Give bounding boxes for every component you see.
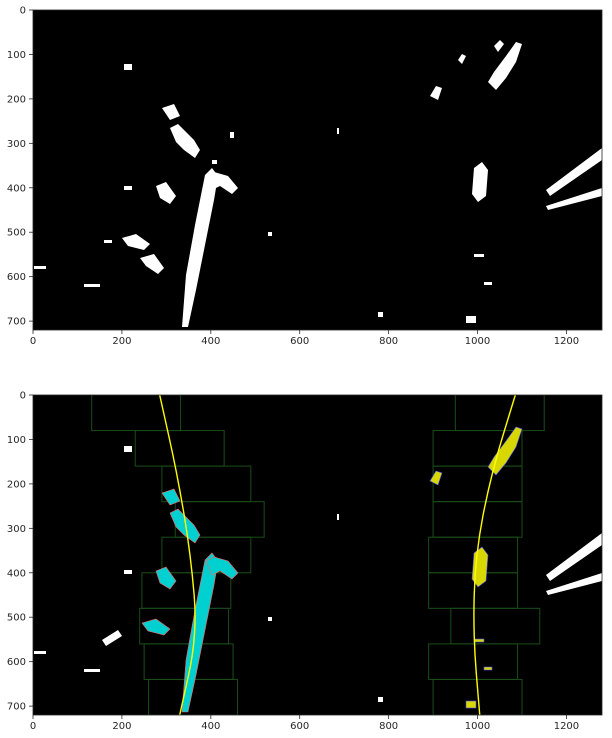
left-lane-speck-2 <box>212 160 217 164</box>
top-y-axis: 0 100 200 300 400 500 600 700 <box>7 6 33 328</box>
binary-mask-frame <box>32 9 603 331</box>
right-lane-blob <box>488 42 522 90</box>
bottom-y-axis: 0 100 200 300 400 500 600 700 <box>7 391 33 713</box>
bottom-y-tick-label: 200 <box>7 479 26 490</box>
lane-fit-frame <box>32 394 603 716</box>
top-x-tick-label: 0 <box>30 336 36 347</box>
lane-fit-plot: 0 200 400 600 800 1000 1200 0 100 200 300 400 500 60… <box>7 391 603 732</box>
top-x-tick-label: 400 <box>201 336 220 347</box>
left-pixels-blob-6 <box>161 488 181 506</box>
left-pixels-blob-5 <box>141 618 171 636</box>
right-pixels-speck-3 <box>473 638 485 643</box>
left-pixels-blob-2 <box>205 556 239 580</box>
noise-speck <box>124 446 132 452</box>
right-edge-marking-2 <box>546 188 602 210</box>
left-lane-blob-4 <box>140 254 164 274</box>
top-x-tick-label: 200 <box>112 336 131 347</box>
bottom-y-tick-label: 600 <box>7 657 26 668</box>
bottom-y-tick-label: 400 <box>7 568 26 579</box>
center-speck <box>337 128 339 134</box>
top-x-tick-label: 600 <box>290 336 309 347</box>
bottom-x-tick-label: 600 <box>290 721 309 732</box>
bottom-x-tick-label: 200 <box>112 721 131 732</box>
left-lane-speck-4 <box>124 186 132 190</box>
left-lane-blob <box>182 168 218 327</box>
binary-mask-pixels <box>34 40 602 327</box>
top-x-axis: 0 200 400 600 800 1000 1200 <box>30 330 579 347</box>
right-lane-blob-2 <box>472 162 488 202</box>
left-lane-speck-3 <box>230 132 234 138</box>
bottom-y-tick-label: 700 <box>7 702 26 713</box>
right-pixels-blob-3 <box>429 470 443 486</box>
left-lane-blob-3 <box>122 234 150 250</box>
left-lane-upper-patch <box>170 124 200 158</box>
right-lane-pixels <box>429 426 523 709</box>
top-y-tick-label: 200 <box>7 94 26 105</box>
bottom-x-axis: 0 200 400 600 800 1000 1200 <box>30 715 579 732</box>
bottom-y-tick-label: 0 <box>20 391 26 402</box>
left-pixels-blob-4 <box>155 566 177 590</box>
right-lane-blob-4 <box>458 54 466 64</box>
noise-left <box>102 630 122 646</box>
bottom-y-tick-label: 500 <box>7 613 26 624</box>
top-x-tick-label: 1200 <box>554 336 579 347</box>
left-lane-speck-7 <box>104 240 112 243</box>
top-y-tick-label: 600 <box>7 272 26 283</box>
top-x-tick-label: 800 <box>379 336 398 347</box>
lane-fit-noise <box>34 446 602 702</box>
top-y-tick-label: 400 <box>7 183 26 194</box>
right-lane-speck-3 <box>474 254 484 257</box>
top-y-tick-label: 100 <box>7 50 26 61</box>
left-lane-speck-6 <box>34 266 46 269</box>
left-lane-speck-8 <box>268 232 272 236</box>
top-y-tick-label: 700 <box>7 317 26 328</box>
right-pixels-speck-2 <box>483 666 493 671</box>
left-lane-blob-2 <box>156 182 176 204</box>
right-pixels-blob-2 <box>471 546 489 588</box>
left-lane-upper-patch-2 <box>162 104 180 120</box>
bottom-y-tick-label: 100 <box>7 435 26 446</box>
noise-edge-2 <box>546 573 602 595</box>
noise-speck-7 <box>378 697 383 702</box>
right-edge-marking <box>546 148 602 196</box>
lane-fit-content <box>34 395 602 715</box>
bottom-x-tick-label: 0 <box>30 721 36 732</box>
left-lane-fit-line <box>159 395 196 715</box>
noise-speck-4 <box>34 651 46 654</box>
left-pixels-blob-3 <box>169 508 201 544</box>
right-pixels-speck <box>465 700 477 709</box>
bottom-x-tick-label: 800 <box>379 721 398 732</box>
bottom-x-tick-label: 1200 <box>554 721 579 732</box>
bottom-x-tick-label: 400 <box>201 721 220 732</box>
noise-speck-6 <box>268 617 272 621</box>
left-lane-pixels <box>141 488 239 713</box>
top-y-tick-label: 500 <box>7 228 26 239</box>
noise-speck-2 <box>124 570 132 574</box>
top-y-tick-label: 0 <box>20 6 26 17</box>
bottom-y-tick-label: 300 <box>7 524 26 535</box>
left-lane-dashes <box>206 172 238 194</box>
right-window-9 <box>432 678 523 715</box>
right-lane-speck-2 <box>484 282 492 285</box>
left-lane-speck <box>124 64 132 70</box>
right-lane-blob-5 <box>494 40 504 52</box>
top-x-tick-label: 1000 <box>465 336 490 347</box>
top-y-tick-label: 300 <box>7 139 26 150</box>
left-lane-speck-5 <box>84 284 100 287</box>
right-lane-speck <box>466 316 476 323</box>
noise-edge <box>546 533 602 581</box>
bottom-x-tick-label: 1000 <box>465 721 490 732</box>
center-speck-2 <box>378 312 383 317</box>
right-lane-blob-3 <box>430 86 442 100</box>
right-lane-fit-line <box>473 395 516 715</box>
binary-mask-plot: 0 200 400 600 800 1000 1200 0 100 200 300 400 500 60… <box>7 6 603 347</box>
noise-speck-3 <box>84 669 100 672</box>
noise-speck-5 <box>337 514 339 520</box>
